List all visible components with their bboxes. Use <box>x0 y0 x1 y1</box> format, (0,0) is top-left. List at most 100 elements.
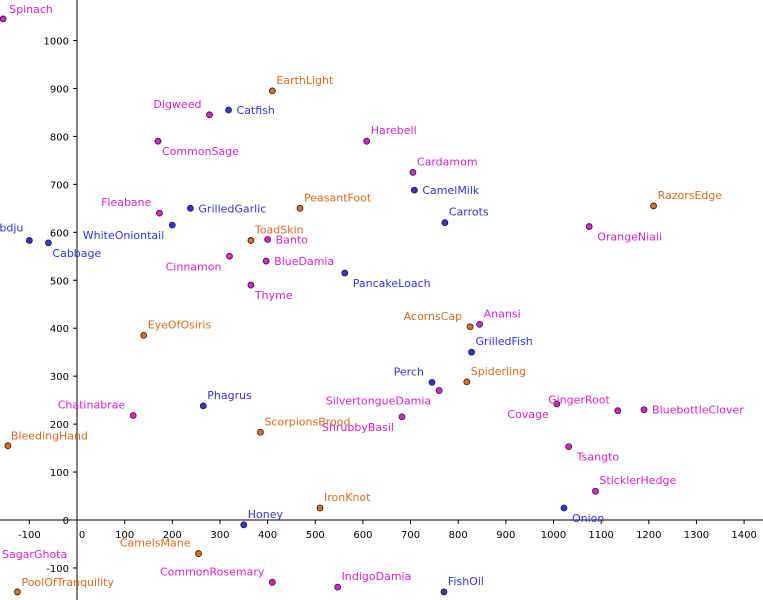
tick-labels: -100 0 100 200 300 400 500 600 700 800 900 1000 1100… <box>18 37 757 575</box>
point-label: Spinach <box>9 3 53 16</box>
data-point <box>441 219 449 227</box>
y-tick-label: 600 <box>50 228 69 239</box>
data-point <box>428 378 436 386</box>
y-tick-label: 1000 <box>44 37 69 48</box>
data-point <box>296 204 304 212</box>
data-point <box>468 348 475 356</box>
point-label: Honey <box>248 508 284 521</box>
data-point <box>240 521 248 529</box>
point-label: CommonRosemary <box>160 565 265 578</box>
point-label: GrilledGarlic <box>198 202 266 215</box>
point-label: SagarGhota <box>2 548 67 561</box>
point-label: Cardamom <box>417 155 478 168</box>
data-point <box>476 320 484 328</box>
data-point <box>334 583 342 591</box>
point-label: FishOil <box>448 575 484 588</box>
point-label: IronKnot <box>324 491 371 504</box>
x-tick-label: 1000 <box>541 530 566 541</box>
data-point <box>435 387 443 394</box>
point-label: SilvertongueDamia <box>326 395 431 408</box>
point-label: Fleabane <box>101 196 152 209</box>
data-point <box>225 106 232 114</box>
data-point <box>4 442 12 450</box>
data-point <box>195 550 202 557</box>
x-tick-label: 0 <box>79 530 85 541</box>
x-tick-label: 700 <box>401 530 420 541</box>
point-label: Digweed <box>153 98 201 111</box>
y-tick-label: 500 <box>50 276 69 287</box>
point-label: GrilledFish <box>476 335 533 348</box>
x-tick-label: 900 <box>496 530 515 541</box>
point-label: ToadSkin <box>254 223 304 236</box>
point-label: PoolOfTranquility <box>21 576 114 589</box>
x-tick-label: 1200 <box>636 530 661 541</box>
y-tick-label: -100 <box>46 564 69 575</box>
point-label: CamelMilk <box>422 184 480 197</box>
data-point <box>14 588 21 596</box>
x-tick-label: 1300 <box>684 530 709 541</box>
point-label: Spiderling <box>471 365 526 378</box>
point-label: Cinnamon <box>166 260 222 273</box>
x-tick-label: -100 <box>18 530 41 541</box>
data-point <box>154 137 162 145</box>
point-label: GingerRoot <box>548 394 610 407</box>
data-point <box>262 257 270 265</box>
x-tick-label: 1100 <box>588 530 613 541</box>
point-label: ScorpionsBrood <box>264 415 350 428</box>
point-label: EarthLight <box>276 74 334 87</box>
data-point <box>264 236 272 243</box>
y-tick-label: 300 <box>50 372 69 383</box>
data-point <box>560 504 568 512</box>
y-tick-label: 200 <box>50 420 69 431</box>
point-label: Phagrus <box>207 389 252 402</box>
point-label: BlueDamia <box>274 255 334 268</box>
point-label: Tsangto <box>576 451 620 464</box>
y-tick-label: 900 <box>50 84 69 95</box>
point-label: Carrots <box>449 206 489 219</box>
data-point <box>398 413 406 421</box>
data-point <box>257 428 264 436</box>
point-label: ShrubbyBasil <box>322 421 394 434</box>
data-point <box>45 239 52 247</box>
data-point <box>168 221 176 229</box>
x-tick-label: 1400 <box>731 530 756 541</box>
point-label: Abdju <box>0 221 23 234</box>
data-point <box>440 588 448 596</box>
point-label: Thyme <box>254 289 293 302</box>
point-label: Harebell <box>371 124 417 137</box>
y-tick-label: 800 <box>50 132 69 143</box>
point-label: IndigoDamia <box>342 570 412 583</box>
x-tick-label: 500 <box>306 530 325 541</box>
point-label: Covage <box>507 408 549 421</box>
data-point <box>316 504 324 512</box>
data-point <box>592 487 599 495</box>
point-label: SticklerHedge <box>599 474 676 487</box>
data-point <box>247 281 255 289</box>
point-label: Banto <box>276 233 309 246</box>
point-label: CamelsMane <box>120 537 191 550</box>
data-point <box>553 400 561 408</box>
point-label: Anansi <box>484 307 521 320</box>
data-point <box>206 111 213 119</box>
data-point <box>410 186 418 194</box>
x-tick-label: 600 <box>353 530 372 541</box>
data-point <box>650 202 657 210</box>
data-point <box>25 237 33 244</box>
data-point <box>187 204 194 212</box>
x-tick-label: 300 <box>210 530 229 541</box>
point-label: BluebottleClover <box>652 404 744 417</box>
point-label: Chatinabrae <box>58 398 126 411</box>
y-tick-label: 100 <box>50 468 69 479</box>
data-point <box>614 407 622 415</box>
data-point <box>409 168 417 176</box>
x-tick-label: 800 <box>449 530 468 541</box>
data-point <box>463 378 471 386</box>
x-tick-label: 400 <box>258 530 277 541</box>
point-label: BleedingHand <box>11 430 88 443</box>
point-label: Perch <box>394 365 424 378</box>
y-tick-label: 0 <box>63 516 69 527</box>
data-point <box>226 252 233 260</box>
point-label: PeasantFoot <box>304 191 372 204</box>
